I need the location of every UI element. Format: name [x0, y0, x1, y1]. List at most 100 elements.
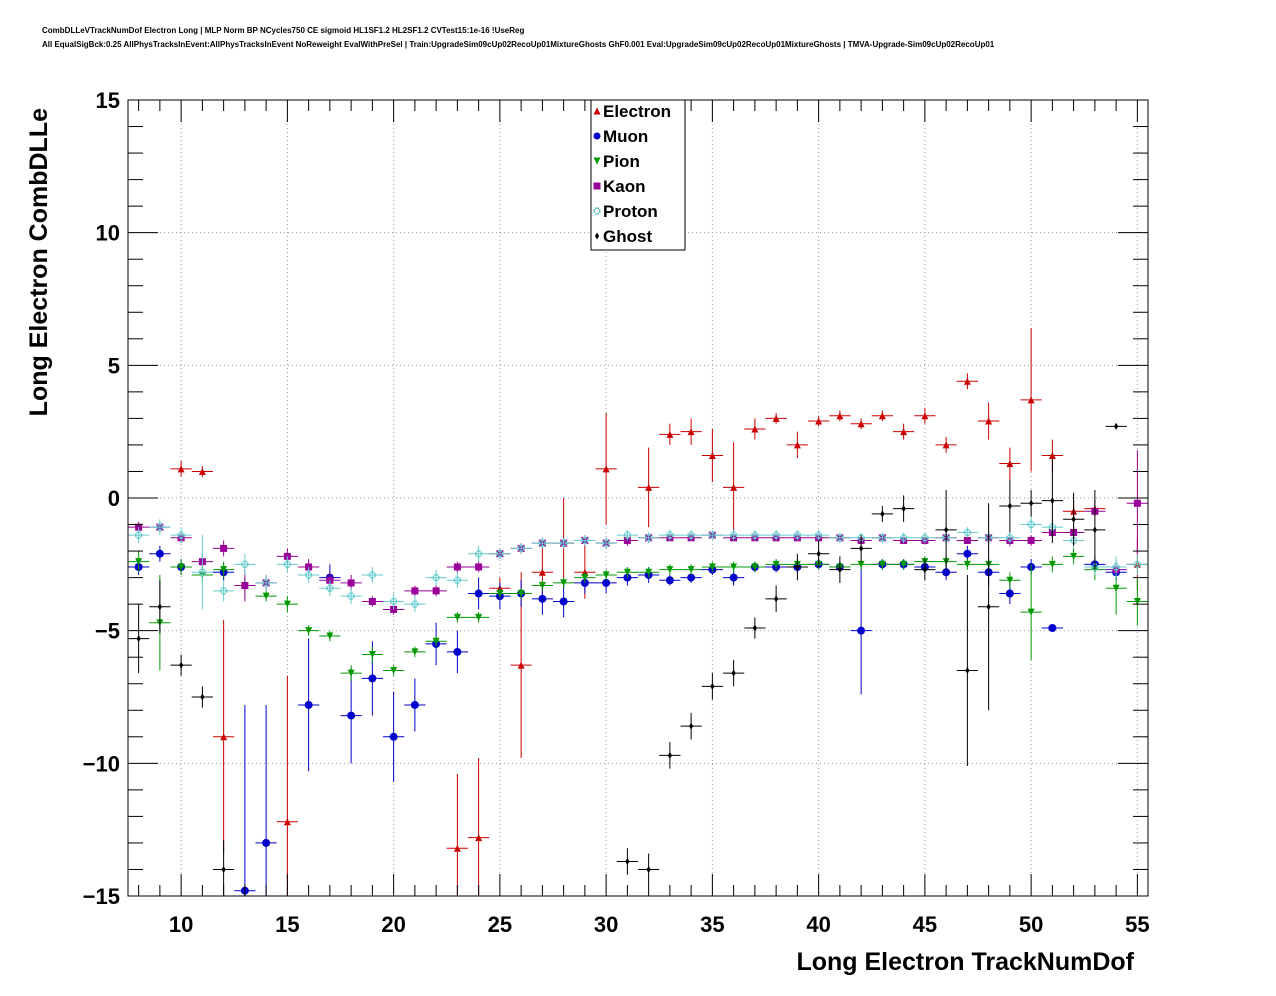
data-point	[220, 566, 228, 574]
data-point	[1027, 521, 1035, 529]
data-point	[963, 377, 971, 385]
data-point	[1048, 624, 1057, 633]
data-point	[793, 441, 801, 449]
data-point	[221, 865, 226, 873]
data-point	[538, 539, 546, 547]
data-point	[177, 465, 185, 473]
data-point	[179, 661, 184, 669]
data-point	[136, 635, 141, 643]
plot-header-line-1: CombDLLeVTrackNumDof Electron Long | MLP…	[42, 26, 525, 35]
data-point	[368, 597, 376, 605]
data-point	[200, 693, 205, 701]
x-tick-label: 50	[1019, 912, 1043, 937]
data-point	[304, 700, 313, 709]
data-point	[347, 711, 356, 720]
data-point	[942, 568, 951, 577]
data-point	[666, 531, 674, 539]
data-point	[708, 452, 716, 460]
data-point	[475, 550, 483, 558]
data-point	[816, 550, 821, 558]
data-point	[593, 107, 601, 115]
data-point	[687, 531, 695, 539]
legend-entry-electron: Electron	[593, 102, 671, 121]
data-point	[730, 563, 738, 571]
y-axis-title: Long Electron CombDLLe	[25, 108, 53, 416]
data-point	[538, 594, 547, 603]
data-point	[1050, 497, 1055, 505]
data-point	[900, 560, 908, 568]
data-point	[453, 576, 461, 584]
data-point	[878, 560, 886, 568]
data-point	[1027, 536, 1035, 544]
data-point	[1092, 526, 1097, 534]
data-point	[475, 613, 483, 621]
data-point	[729, 573, 738, 582]
data-point	[687, 573, 696, 582]
y-tick-label: −10	[83, 751, 120, 776]
y-tick-label: 5	[108, 353, 120, 378]
data-point	[602, 571, 610, 579]
data-point	[730, 483, 738, 491]
data-point	[262, 592, 270, 600]
data-point	[241, 560, 249, 568]
x-tick-label: 35	[700, 912, 724, 937]
data-point	[347, 579, 355, 587]
data-point	[432, 587, 440, 595]
data-point	[135, 531, 143, 539]
data-point	[772, 414, 780, 422]
data-point	[1112, 584, 1120, 592]
data-point	[944, 526, 949, 534]
data-point	[220, 544, 228, 552]
series-kaon	[128, 450, 1148, 615]
data-point	[1006, 534, 1014, 542]
legend-label: Electron	[603, 102, 671, 121]
series-electron	[170, 328, 1148, 896]
data-point	[922, 566, 927, 574]
data-point	[1048, 560, 1056, 568]
data-point	[1112, 563, 1120, 571]
data-point	[689, 722, 694, 730]
axis-ticks	[128, 99, 1148, 897]
data-point	[667, 751, 672, 759]
series-proton	[128, 516, 1148, 613]
data-point	[963, 536, 971, 544]
x-tick-label: 40	[806, 912, 830, 937]
data-point	[625, 858, 630, 866]
data-point	[389, 732, 398, 741]
data-point	[708, 563, 716, 571]
data-point	[305, 627, 313, 635]
data-point	[262, 579, 270, 587]
data-point	[155, 549, 164, 558]
data-point	[1007, 502, 1012, 510]
data-point	[517, 590, 525, 598]
data-point	[963, 549, 972, 558]
data-point	[645, 568, 653, 576]
data-point	[156, 523, 164, 531]
data-point	[198, 467, 206, 475]
data-point	[772, 560, 780, 568]
y-tick-label: 0	[108, 486, 120, 511]
plot-header-line-2: All EqualSigBck:0.25 AllPhysTracksInEven…	[42, 40, 995, 49]
data-point	[347, 669, 355, 677]
data-point	[1133, 597, 1141, 605]
data-point	[390, 666, 398, 674]
data-point	[774, 595, 779, 603]
data-point	[878, 534, 886, 542]
legend-label: Kaon	[603, 177, 646, 196]
data-point	[942, 441, 950, 449]
data-point	[1048, 452, 1056, 460]
data-point	[410, 700, 419, 709]
data-point	[708, 531, 716, 539]
data-point	[135, 558, 143, 566]
data-point	[836, 412, 844, 420]
data-point	[836, 534, 844, 542]
data-point	[646, 865, 651, 873]
data-point	[857, 560, 865, 568]
data-point	[1133, 560, 1141, 568]
data-point	[593, 157, 601, 165]
data-point	[241, 582, 249, 590]
data-point	[815, 531, 823, 539]
legend-entry-kaon: Kaon	[593, 177, 646, 196]
data-point	[751, 531, 759, 539]
legend-entry-pion: Pion	[593, 152, 640, 171]
